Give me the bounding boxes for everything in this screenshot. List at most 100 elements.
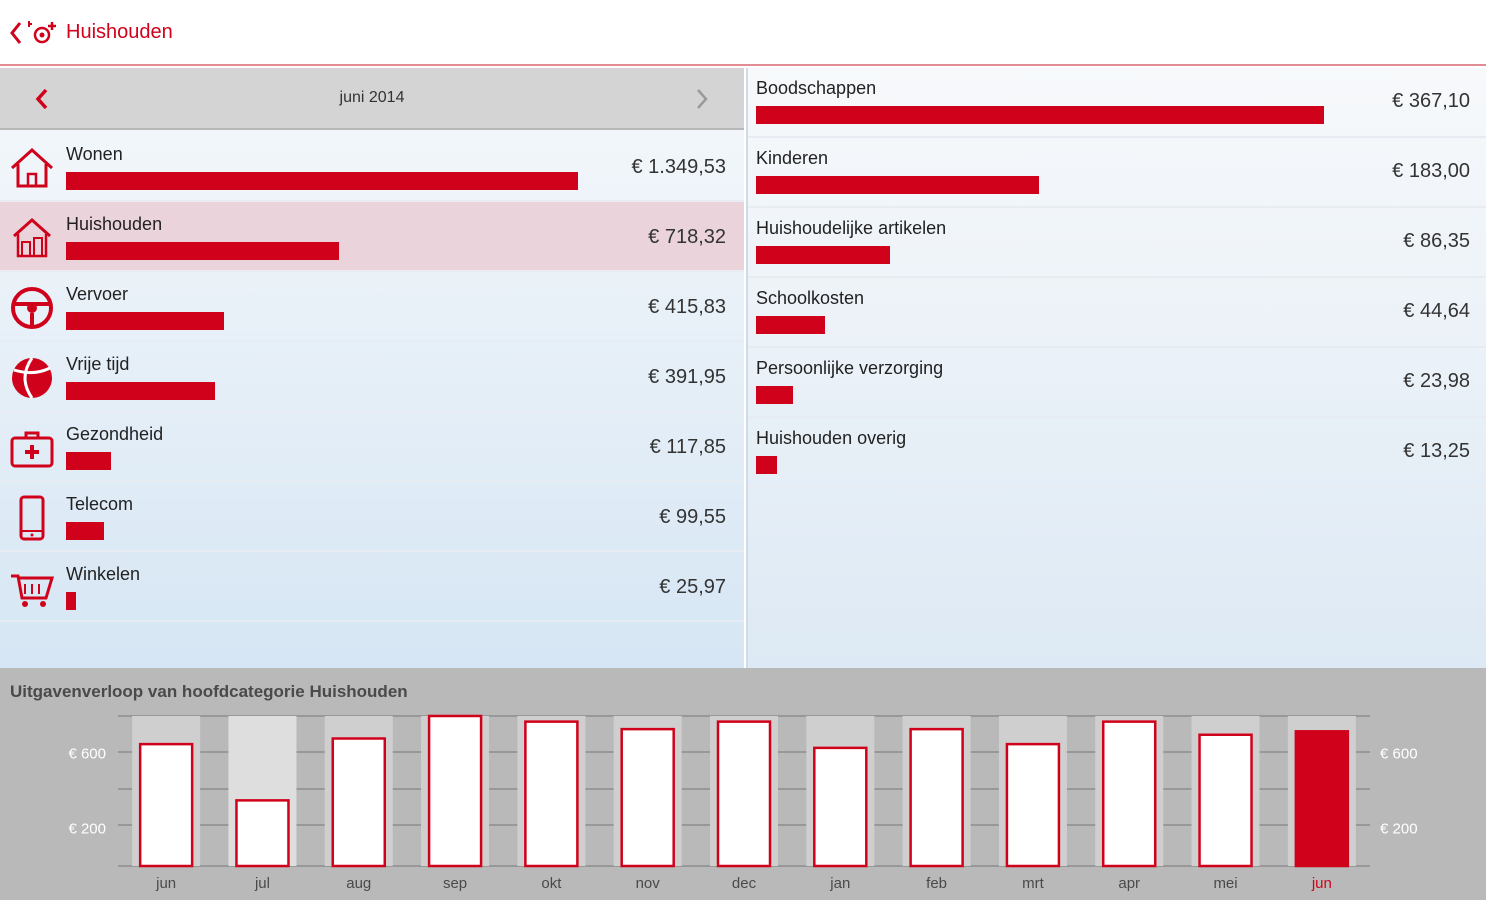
chart-bar <box>1294 730 1350 868</box>
x-tick-label: mrt <box>1022 875 1044 892</box>
subcategory-row[interactable]: Persoonlijke verzorging € 23,98 <box>748 348 1486 418</box>
category-row-vervoer[interactable]: Vervoer € 415,83 <box>0 272 744 342</box>
x-tick-label: mei <box>1213 875 1237 892</box>
chart-bar <box>138 742 194 868</box>
bar-chart: jun jul aug sep okt nov dec jan feb mrt apr mei jun €… <box>68 714 1418 892</box>
category-name: Vervoer <box>66 284 129 304</box>
subcategory-bar <box>756 456 777 474</box>
chart-bar <box>909 727 964 868</box>
back-chevron-icon[interactable] <box>8 20 24 46</box>
subcategory-panel: Boodschappen € 367,10 Kinderen € 183,00 … <box>746 68 1486 668</box>
subcategory-row[interactable]: Kinderen € 183,00 <box>748 138 1486 208</box>
category-amount: € 99,55 <box>659 506 726 528</box>
category-row-winkelen[interactable]: Winkelen € 25,97 <box>0 552 744 622</box>
app-logo-icon[interactable] <box>26 18 62 48</box>
category-row-gezondheid[interactable]: Gezondheid € 117,85 <box>0 412 744 482</box>
subcategory-amount: € 183,00 <box>1392 160 1470 182</box>
x-tick-label: nov <box>636 875 661 892</box>
category-bar <box>66 312 224 330</box>
category-amount: € 718,32 <box>648 226 726 248</box>
subcategory-amount: € 13,25 <box>1403 440 1470 462</box>
month-label: juni 2014 <box>339 89 405 106</box>
subcategory-bar <box>756 386 794 404</box>
steering-wheel-icon <box>11 287 53 329</box>
category-name: Wonen <box>66 144 123 164</box>
y-tick-label-left: € 600 <box>68 746 106 763</box>
category-amount: € 391,95 <box>648 366 726 388</box>
month-navigator: juni 2014 <box>0 68 744 130</box>
category-row-wonen[interactable]: Wonen € 1.349,53 <box>0 132 744 202</box>
category-bar <box>66 522 104 540</box>
category-amount: € 25,97 <box>659 576 726 598</box>
category-name: Vrije tijd <box>66 354 130 374</box>
chart-bar <box>235 799 290 868</box>
household-icon <box>13 217 51 258</box>
category-name: Telecom <box>66 494 134 514</box>
category-row-telecom[interactable]: Telecom € 99,55 <box>0 482 744 552</box>
x-tick-label: aug <box>346 875 371 892</box>
chart-bar <box>524 720 579 868</box>
category-row-vrije-tijd[interactable]: Vrije tijd € 391,95 <box>0 342 744 412</box>
y-tick-label-right: € 600 <box>1380 746 1418 763</box>
y-tick-label-right: € 200 <box>1380 821 1418 838</box>
subcategory-bar <box>756 246 890 264</box>
phone-icon <box>19 495 45 541</box>
x-tick-label: dec <box>732 875 757 892</box>
x-tick-label: sep <box>443 875 467 892</box>
beach-ball-icon <box>12 357 52 399</box>
category-name: Gezondheid <box>66 424 164 444</box>
category-bar <box>66 172 578 190</box>
chart-title: Uitgavenverloop van hoofdcategorie Huish… <box>10 682 408 701</box>
chart-bar <box>813 746 868 868</box>
category-amount: € 415,83 <box>648 296 726 318</box>
app-title: Huishouden <box>66 21 173 43</box>
x-tick-label: apr <box>1118 875 1140 892</box>
subcategory-amount: € 23,98 <box>1403 370 1470 392</box>
subcategory-name: Huishouden overig <box>756 428 907 448</box>
shopping-cart-icon <box>11 574 55 607</box>
category-panel: juni 2014 Wonen € 1.349,53 Huishouden € … <box>0 68 744 668</box>
chart-bar <box>331 737 387 868</box>
chart-bar <box>1101 720 1157 868</box>
subcategory-row[interactable]: Huishoudelijke artikelen € 86,35 <box>748 208 1486 278</box>
subcategory-bar <box>756 106 1324 124</box>
subcategory-name: Kinderen <box>756 148 829 168</box>
subcategory-amount: € 44,64 <box>1403 300 1470 322</box>
spending-history-chart: Uitgavenverloop van hoofdcategorie Huish… <box>0 668 1486 900</box>
top-bar: Huishouden <box>0 0 1486 66</box>
chart-bar <box>1005 742 1061 868</box>
subcategory-name: Schoolkosten <box>756 288 865 308</box>
category-row-huishouden[interactable]: Huishouden € 718,32 <box>0 202 744 272</box>
category-bar <box>66 592 76 610</box>
category-name: Winkelen <box>66 564 141 584</box>
category-bar <box>66 452 111 470</box>
house-icon <box>10 147 54 188</box>
subcategory-bar <box>756 176 1040 194</box>
next-month-icon[interactable] <box>690 84 714 114</box>
subcategory-bar <box>756 316 826 334</box>
x-tick-label: jun <box>1311 875 1332 892</box>
subcategory-amount: € 86,35 <box>1403 230 1470 252</box>
category-amount: € 1.349,53 <box>631 156 726 178</box>
chart-bar <box>716 720 772 868</box>
category-amount: € 117,85 <box>649 436 726 458</box>
category-bar <box>66 382 215 400</box>
subcategory-name: Persoonlijke verzorging <box>756 358 944 378</box>
first-aid-kit-icon <box>10 431 54 468</box>
x-tick-label: jun <box>155 875 176 892</box>
y-tick-label-left: € 200 <box>68 821 106 838</box>
x-tick-label: jul <box>254 875 270 892</box>
x-tick-label: jan <box>829 875 850 892</box>
subcategory-row[interactable]: Huishouden overig € 13,25 <box>748 418 1486 488</box>
subcategory-name: Boodschappen <box>756 78 877 98</box>
previous-month-icon[interactable] <box>30 84 54 114</box>
category-name: Huishouden <box>66 214 163 234</box>
chart-bar <box>427 714 483 868</box>
subcategory-amount: € 367,10 <box>1392 90 1470 112</box>
subcategory-row[interactable]: Boodschappen € 367,10 <box>748 68 1486 138</box>
subcategory-row[interactable]: Schoolkosten € 44,64 <box>748 278 1486 348</box>
chart-bar <box>620 727 675 868</box>
subcategory-name: Huishoudelijke artikelen <box>756 218 947 238</box>
x-tick-label: okt <box>541 875 562 892</box>
category-bar <box>66 242 339 260</box>
